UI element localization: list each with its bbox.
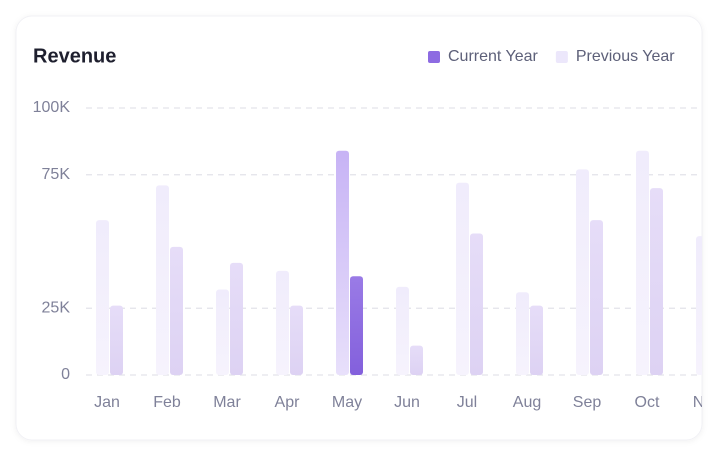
- y-tick-label: 25K: [42, 299, 71, 316]
- x-tick-label: Nov: [693, 394, 717, 411]
- bar: [396, 286, 409, 375]
- bar: [96, 220, 109, 375]
- legend-label: Current Year: [448, 48, 539, 65]
- bar: [156, 185, 169, 375]
- bar: [170, 246, 183, 375]
- plot-area: Jan Feb Mar Apr May Jun Jul Aug Sep Oct Nov: [86, 107, 717, 411]
- bar: [456, 182, 469, 375]
- y-tick-label: 100K: [33, 99, 71, 116]
- bar: [350, 276, 363, 375]
- x-tick-label: Aug: [513, 394, 541, 411]
- bar: [696, 236, 702, 375]
- bar: [410, 345, 423, 375]
- legend-swatch: [428, 51, 440, 63]
- x-tick-label: Sep: [573, 394, 602, 411]
- x-tick-label: Jul: [457, 394, 477, 411]
- bar: [216, 289, 229, 375]
- bar: [590, 220, 603, 375]
- x-tick-label: Apr: [275, 394, 301, 411]
- x-tick-label: Oct: [635, 394, 660, 411]
- x-tick-label: May: [332, 394, 362, 411]
- bar: [516, 292, 529, 375]
- y-tick-label: 0: [61, 366, 70, 383]
- chart-title: Revenue: [33, 45, 116, 67]
- bar: [530, 305, 543, 375]
- bar: [636, 150, 649, 375]
- x-tick-label: Jun: [394, 394, 420, 411]
- y-tick-label: 75K: [42, 166, 71, 183]
- legend-swatch: [555, 51, 568, 63]
- bar: [290, 305, 303, 375]
- bar: [470, 233, 483, 375]
- bar: [110, 305, 123, 375]
- x-tick-label: Mar: [213, 394, 241, 411]
- legend-label: Previous Year: [576, 48, 675, 65]
- x-tick-label: Feb: [153, 394, 181, 411]
- x-tick-label: Jan: [94, 394, 120, 411]
- bar: [576, 169, 589, 375]
- bar: [276, 270, 289, 375]
- bar: [230, 262, 243, 375]
- bar: [650, 188, 663, 375]
- bar: [336, 150, 349, 375]
